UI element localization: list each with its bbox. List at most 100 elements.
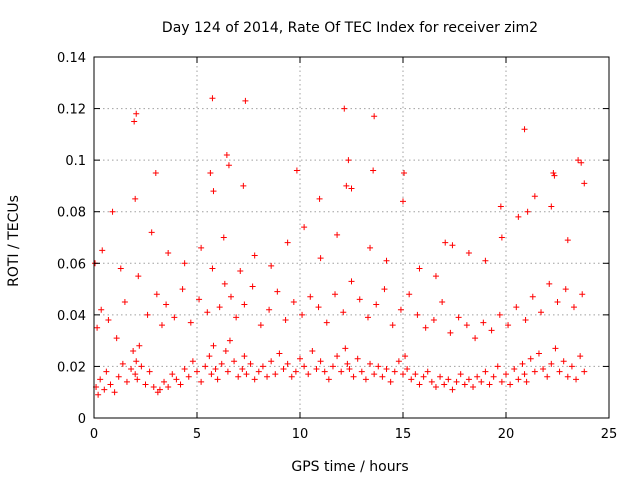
data-point xyxy=(519,360,526,367)
data-point xyxy=(521,126,528,133)
data-point xyxy=(381,286,388,293)
data-point xyxy=(111,389,118,396)
data-point xyxy=(249,283,256,290)
data-point xyxy=(221,280,228,287)
data-point xyxy=(535,350,542,357)
data-point xyxy=(498,234,505,241)
data-point xyxy=(404,366,411,373)
data-point xyxy=(486,381,493,388)
data-point xyxy=(478,378,485,385)
data-point xyxy=(288,373,295,380)
data-point xyxy=(280,366,287,373)
data-point xyxy=(103,368,110,375)
data-point xyxy=(240,182,247,189)
data-point xyxy=(401,170,408,177)
data-point xyxy=(113,335,120,342)
data-point xyxy=(511,366,518,373)
data-point xyxy=(379,373,386,380)
data-point xyxy=(529,293,536,300)
y-tick-label: 0.06 xyxy=(57,257,86,272)
data-point xyxy=(408,376,415,383)
data-point xyxy=(158,322,165,329)
data-point xyxy=(241,301,248,308)
data-point xyxy=(301,224,308,231)
data-point xyxy=(133,358,140,365)
data-point xyxy=(237,268,244,275)
x-tick-label: 5 xyxy=(193,427,201,442)
data-point xyxy=(488,327,495,334)
data-point xyxy=(242,97,249,104)
data-point xyxy=(257,322,264,329)
data-point xyxy=(216,304,223,311)
data-point xyxy=(173,376,180,383)
data-point xyxy=(255,368,262,375)
data-point xyxy=(400,198,406,205)
data-point xyxy=(206,353,213,360)
data-point xyxy=(334,231,341,238)
data-point xyxy=(272,371,279,378)
data-point xyxy=(233,314,240,321)
data-point xyxy=(169,371,176,378)
data-point xyxy=(117,265,124,272)
axis-ticks xyxy=(93,56,610,419)
y-tick-label: 0 xyxy=(78,412,86,427)
data-point xyxy=(194,368,200,375)
data-point xyxy=(163,301,170,308)
data-point xyxy=(115,373,122,380)
data-point xyxy=(552,345,559,352)
data-point xyxy=(472,335,479,342)
data-point xyxy=(130,347,137,354)
data-point xyxy=(439,298,446,305)
data-point xyxy=(391,368,398,375)
data-points xyxy=(92,95,588,398)
data-point xyxy=(132,195,139,202)
data-point xyxy=(490,373,497,380)
data-point xyxy=(204,309,211,316)
data-point xyxy=(138,363,145,370)
data-point xyxy=(282,317,289,324)
data-point xyxy=(165,249,172,256)
data-point xyxy=(196,296,203,303)
data-point xyxy=(515,213,522,220)
data-point xyxy=(568,363,575,370)
data-point xyxy=(209,95,216,102)
data-point xyxy=(397,306,404,313)
data-point xyxy=(210,188,217,195)
data-point xyxy=(371,371,378,378)
data-point xyxy=(153,291,160,298)
data-point xyxy=(544,373,551,380)
data-point xyxy=(474,373,481,380)
data-point xyxy=(523,378,530,385)
data-point xyxy=(264,373,271,380)
data-point xyxy=(309,347,316,354)
data-point xyxy=(136,342,143,349)
data-point xyxy=(554,298,561,305)
data-point xyxy=(371,113,378,120)
data-point xyxy=(214,376,221,383)
y-tick-label: 0.12 xyxy=(57,103,86,118)
data-point xyxy=(455,314,462,321)
data-point xyxy=(109,208,116,215)
data-point xyxy=(235,373,242,380)
data-point xyxy=(364,314,371,321)
data-point xyxy=(98,306,105,313)
data-point xyxy=(494,363,501,370)
data-point xyxy=(497,203,504,210)
data-point xyxy=(383,257,390,264)
data-point xyxy=(284,360,291,367)
data-point xyxy=(540,366,547,373)
data-point xyxy=(389,322,396,329)
data-point xyxy=(498,378,505,385)
data-point xyxy=(131,118,138,125)
data-point xyxy=(239,366,246,373)
data-point xyxy=(189,358,196,365)
data-point xyxy=(581,180,588,187)
data-point xyxy=(325,376,332,383)
x-axis-label: GPS time / hours xyxy=(291,459,408,475)
data-point xyxy=(416,381,423,388)
data-point xyxy=(556,368,563,375)
data-point xyxy=(356,296,363,303)
data-point xyxy=(133,110,140,117)
data-point xyxy=(524,208,531,215)
data-point xyxy=(293,167,300,174)
